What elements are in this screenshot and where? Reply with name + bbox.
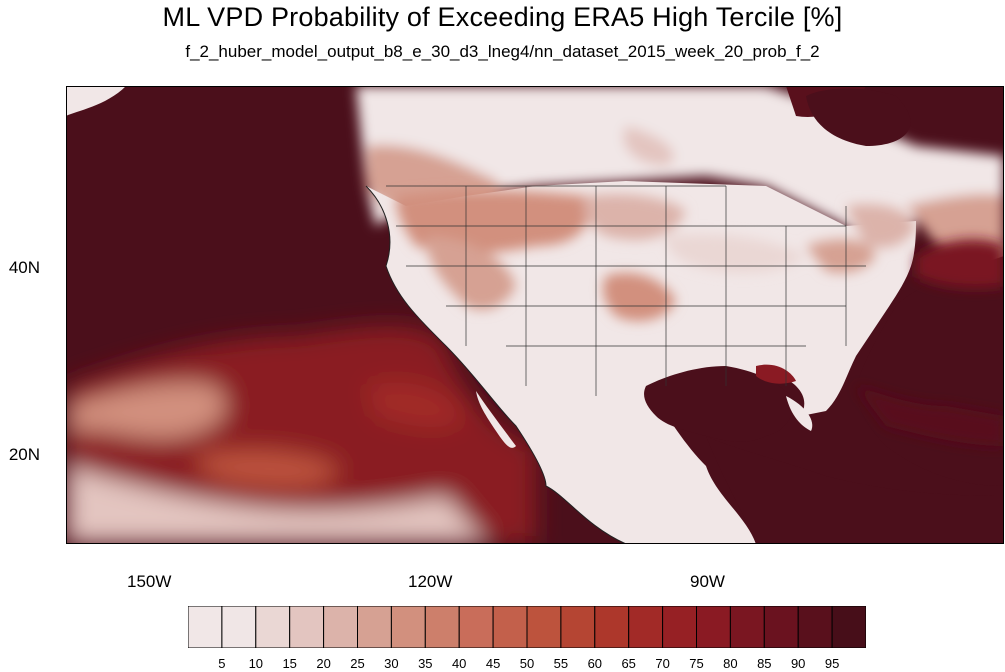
coastline [365,185,627,544]
chart-subtitle: f_2_huber_model_output_b8_e_30_d3_lneg4/… [185,42,820,61]
lon-label-90w: 90W [690,572,725,591]
map-border [66,86,1004,544]
colorbar-tick-label: 20 [316,656,331,671]
colorbar-tick-label: 85 [757,656,772,671]
colorbar-tick-label: 10 [248,656,264,671]
colorbar-box [492,606,528,648]
colorbar-box [390,606,426,648]
lon-label-120w: 120W [408,572,453,591]
colorbar-tick-label: 15 [282,656,297,671]
colorbar-box [357,606,392,648]
colorbar-tick-label: 70 [655,656,670,671]
us-gradient [396,190,916,321]
colorbar-box [729,606,765,648]
colorbar [188,606,866,648]
borders [386,185,866,396]
colorbar-tick-label: 95 [824,656,840,671]
probability-map [66,86,1004,544]
colorbar-tick-label: 55 [553,656,569,671]
colorbar-box [628,606,664,648]
colorbar-tick-label: 25 [350,656,365,671]
colorbar-tick-label: 90 [790,656,806,671]
colorbar-box [188,606,223,648]
lat-label-40n: 40N [8,258,40,277]
colorbar-tick-label: 80 [723,656,738,671]
colorbar-box [221,606,257,648]
colorbar-box [594,606,630,648]
colorbar-tick-label: 65 [621,656,636,671]
colorbar-box [458,606,494,648]
colorbar-tick-label: 40 [451,656,467,671]
colorbar-box [255,606,291,648]
colorbar-tick-label: 35 [418,656,433,671]
colorbar-box [289,606,325,648]
colorbar-box [696,606,731,648]
colorbar-tick-label: 75 [689,656,704,671]
colorbar-tick-label: 30 [384,656,399,671]
colorbar-box [763,606,799,648]
chart-title: ML VPD Probability of Exceeding ERA5 Hig… [162,2,843,32]
colorbar-box [526,606,562,648]
colorbar-tick-label: 60 [587,656,603,671]
lat-label-20n: 20N [8,445,40,464]
colorbar-tick-label: 5 [218,656,226,671]
colorbar-box [424,606,460,648]
lon-label-150w: 150W [127,572,172,591]
colorbar-box [797,606,833,648]
colorbar-box [560,606,596,648]
colorbar-tick-label: 50 [519,656,535,671]
colorbar-box [323,606,359,648]
colorbar-tick-label: 45 [485,656,501,671]
pacific-gradient [66,326,536,544]
colorbar-box [662,606,698,648]
colorbar-box [831,606,866,648]
